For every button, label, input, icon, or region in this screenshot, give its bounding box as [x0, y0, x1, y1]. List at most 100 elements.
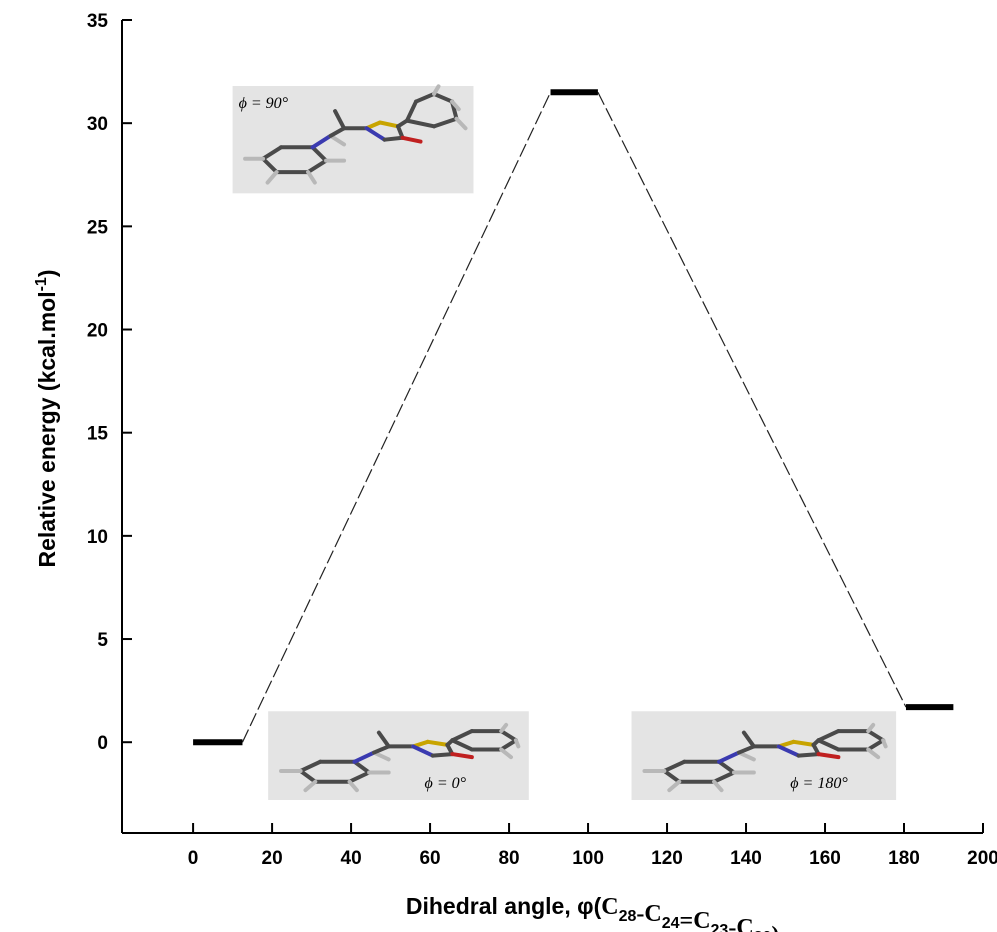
molecule-bond [712, 779, 724, 793]
y-tick-label: 10 [87, 527, 108, 548]
x-tick-label: 200 [967, 848, 997, 869]
x-title-subscript: 28 [619, 908, 637, 925]
inset-angle-label: ϕ = 0° [425, 775, 467, 792]
y-title-superscript: -1 [33, 277, 50, 291]
x-tick-label: 60 [419, 848, 440, 869]
molecule-bond [261, 156, 279, 175]
molecule-bond [454, 116, 468, 131]
x-title-subscript: 24 [662, 915, 680, 932]
molecule-bond [364, 120, 383, 131]
molecule-bond [306, 170, 317, 185]
molecule-bond [866, 729, 886, 743]
molecule-bond [712, 770, 736, 784]
axes-layer: 0 5 10 15 20 25 30 35 0 20 40 60 80 100 120 140 160 180 20… [87, 11, 997, 869]
molecule-bond [796, 752, 821, 758]
molecule-bond [372, 744, 391, 755]
x-tick-label: 120 [651, 848, 683, 869]
x-title-suffix: ) [771, 922, 779, 932]
y-title-text: Relative energy (kcal.mol [34, 291, 60, 567]
molecule-bond [736, 744, 756, 755]
y-tick-label: 20 [87, 321, 108, 342]
x-title-atom: -C [728, 915, 753, 932]
molecule-bond [736, 750, 756, 762]
molecule-bond [450, 752, 474, 760]
molecule-bond [310, 133, 333, 150]
molecule-bond [432, 84, 441, 96]
phi-symbol: ϕ [790, 775, 802, 792]
molecule-bond [717, 750, 741, 764]
levels-layer [193, 89, 954, 746]
molecule-bond [499, 738, 518, 752]
molecule-bond [499, 722, 509, 734]
x-tick-label: 20 [262, 848, 283, 869]
molecule-bond [866, 722, 876, 734]
molecule-bond [499, 729, 518, 743]
molecule-bond [513, 738, 521, 749]
molecule-bond [347, 779, 359, 793]
y-tick-label: 30 [87, 114, 108, 135]
inset-180: ϕ = 180° [631, 711, 897, 800]
molecule-bond [717, 759, 736, 775]
molecule-bond [378, 120, 401, 129]
molecule-bond [405, 99, 419, 123]
inset-angle-label: ϕ = 180° [790, 775, 848, 792]
molecule-bond [662, 759, 687, 773]
inset-angle-label: ϕ = 90° [239, 95, 289, 112]
molecule-bond [791, 739, 816, 747]
inset-0: ϕ = 0° [268, 711, 529, 800]
molecule-bond [310, 145, 329, 163]
molecule-bond [298, 768, 318, 784]
molecule-bond [432, 91, 455, 104]
x-title-atom: -C [636, 901, 661, 927]
molecule-bond [425, 739, 450, 747]
angle-value: = 90° [251, 95, 289, 112]
y-tick-label: 35 [87, 11, 109, 32]
molecule-bond [414, 91, 437, 104]
molecule-bond [372, 750, 391, 762]
molecule-bond [396, 118, 410, 129]
x-tick-label: 80 [498, 848, 519, 869]
molecule-bond [866, 738, 886, 752]
molecule-bond [667, 779, 682, 793]
x-title-subscript: 20 [754, 929, 772, 932]
x-tick-label: 140 [730, 848, 762, 869]
x-title-prefix: Dihedral angle, φ( [406, 893, 602, 919]
x-title-atom: C [601, 894, 618, 920]
inset-90: ϕ = 90° [232, 84, 474, 194]
molecule-bond [306, 158, 329, 175]
x-title-atom: =C [680, 908, 711, 932]
molecule-bond [405, 118, 437, 129]
molecule-bond [430, 752, 455, 758]
x-title-subscript: 23 [711, 922, 729, 932]
molecule-bond [432, 116, 459, 129]
insets-layer: ϕ = 90°ϕ = 0° ϕ = 180° [232, 84, 897, 800]
connectors-layer [241, 91, 907, 743]
x-tick-label: 0 [188, 848, 199, 869]
x-tick-label: 180 [888, 848, 920, 869]
molecule-bond [298, 759, 323, 773]
molecule-bond [499, 747, 514, 760]
y-tick-label: 25 [87, 217, 109, 238]
molecule-bond [776, 744, 801, 758]
x-tick-label: 160 [809, 848, 841, 869]
molecule-bond [662, 768, 682, 784]
x-tick-label: 100 [572, 848, 604, 869]
y-tick-label: 15 [87, 424, 109, 445]
y-axis-title: Relative energy (kcal.mol-1) [33, 269, 60, 567]
phi-symbol: ϕ [425, 775, 437, 792]
molecule-bond [376, 730, 391, 749]
molecule-bond [303, 779, 318, 793]
molecule-bond [352, 759, 372, 775]
molecule-bond [811, 738, 821, 747]
molecule-bond [382, 135, 405, 142]
molecule-bond [352, 750, 377, 764]
angle-value: = 180° [803, 775, 849, 792]
molecule-bond [411, 744, 435, 758]
molecule-bond [741, 730, 756, 749]
molecule-bond [450, 738, 474, 752]
molecule-bond [333, 109, 347, 131]
molecule-bond [400, 135, 423, 144]
molecule-bond [347, 770, 372, 784]
molecule-bond [816, 738, 841, 752]
